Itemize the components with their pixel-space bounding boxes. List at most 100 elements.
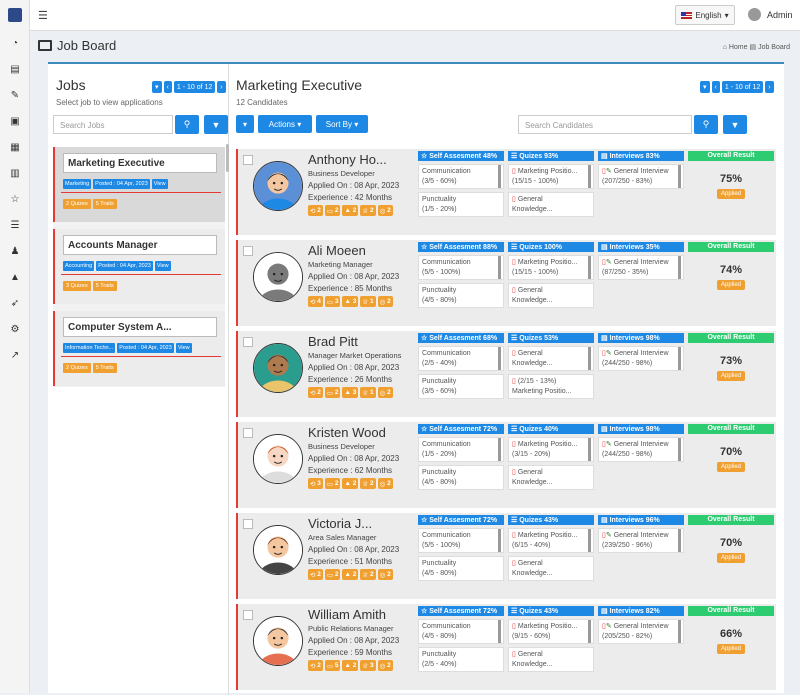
cell-scrollbar[interactable] xyxy=(588,256,591,279)
candidate-card[interactable]: Ali Moeen Marketing Manager Applied On :… xyxy=(236,240,776,326)
edit-icon[interactable]: ✎ xyxy=(605,168,612,175)
cell-scrollbar[interactable] xyxy=(588,347,591,370)
edit-icon[interactable]: ✎ xyxy=(605,350,612,357)
star-icon[interactable]: ☆ xyxy=(10,193,20,205)
cell-scrollbar[interactable] xyxy=(678,438,681,461)
candidate-card[interactable]: Brad Pitt Manager Market Operations Appl… xyxy=(236,331,776,417)
trash-icon[interactable]: ▯ xyxy=(602,623,606,630)
edit-icon[interactable]: ✎ xyxy=(605,259,612,266)
trash-icon[interactable]: ▯ xyxy=(602,168,606,175)
cell-scrollbar[interactable] xyxy=(498,529,501,552)
job-card[interactable]: Marketing Executive Marketing Posted : 04… xyxy=(53,147,225,222)
candidates-pager-prev-button[interactable]: ‹ xyxy=(711,81,720,93)
sort-by-dropdown[interactable]: Sort By ▾ xyxy=(316,115,368,133)
share-icon[interactable]: ➶ xyxy=(10,297,20,309)
candidate-card[interactable]: Anthony Ho... Business Developer Applied… xyxy=(236,149,776,235)
cell-scrollbar[interactable] xyxy=(498,347,501,370)
cell-scrollbar[interactable] xyxy=(678,347,681,370)
trash-icon[interactable]: ▯ xyxy=(512,259,516,266)
trash-icon[interactable]: ▯ xyxy=(512,469,516,476)
trash-icon[interactable]: ▯ xyxy=(512,350,516,357)
trash-icon[interactable]: ▯ xyxy=(602,532,606,539)
trash-icon[interactable]: ▯ xyxy=(512,196,516,203)
jobs-scrollbar[interactable] xyxy=(226,144,229,172)
filter-jobs-button[interactable]: ▼ xyxy=(204,115,228,134)
users-icon[interactable]: ♟ xyxy=(10,245,20,257)
job-view-button[interactable]: View xyxy=(151,179,168,189)
candidate-checkbox[interactable] xyxy=(243,246,253,256)
jobs-pager-menu-button[interactable]: ▾ xyxy=(152,81,162,93)
candidate-checkbox[interactable] xyxy=(243,337,253,347)
cell-scrollbar[interactable] xyxy=(498,256,501,279)
cell-scrollbar[interactable] xyxy=(498,620,501,643)
trash-icon[interactable]: ▯ xyxy=(512,560,516,567)
app-logo[interactable] xyxy=(8,8,22,22)
edit-icon[interactable]: ✎ xyxy=(605,441,612,448)
jobs-pager-prev-button[interactable]: ‹ xyxy=(163,81,172,93)
menu-toggle-icon[interactable]: ☰ xyxy=(38,10,48,22)
search-jobs-button[interactable]: ⚲ xyxy=(175,115,199,134)
trash-icon[interactable]: ▯ xyxy=(512,651,516,658)
search-candidates-button[interactable]: ⚲ xyxy=(694,115,718,134)
trash-icon[interactable]: ▯ xyxy=(602,350,606,357)
breadcrumb-home[interactable]: Home xyxy=(728,44,748,51)
candidate-name[interactable]: Anthony Ho... xyxy=(308,152,387,167)
cell-scrollbar[interactable] xyxy=(588,165,591,188)
candidate-name[interactable]: Brad Pitt xyxy=(308,334,358,349)
briefcase-icon[interactable]: ▣ xyxy=(10,115,20,127)
candidate-card[interactable]: William Amith Public Relations Manager A… xyxy=(236,604,776,690)
candidate-name[interactable]: Kristen Wood xyxy=(308,425,386,440)
tools-icon[interactable]: ✎ xyxy=(10,89,20,101)
actions-dropdown[interactable]: Actions ▾ xyxy=(258,115,312,133)
edit-icon[interactable]: ✎ xyxy=(605,623,612,630)
trash-icon[interactable]: ▯ xyxy=(512,441,516,448)
language-dropdown[interactable]: English ▾ xyxy=(675,5,735,25)
cell-scrollbar[interactable] xyxy=(678,620,681,643)
candidate-checkbox[interactable] xyxy=(243,428,253,438)
job-card[interactable]: Accounts Manager Accounting Posted : 04 A… xyxy=(53,229,225,304)
dashboard-icon[interactable]: ◔ xyxy=(11,37,19,49)
candidate-card[interactable]: Kristen Wood Business Developer Applied … xyxy=(236,422,776,508)
list-icon[interactable]: ☰ xyxy=(10,219,20,231)
job-board-icon[interactable]: ▤ xyxy=(10,63,20,75)
list-alt-icon[interactable]: ▦ xyxy=(10,141,20,153)
candidate-name[interactable]: Ali Moeen xyxy=(308,243,366,258)
cell-scrollbar[interactable] xyxy=(678,256,681,279)
candidate-checkbox[interactable] xyxy=(243,610,253,620)
candidates-pager-menu-button[interactable]: ▾ xyxy=(700,81,710,93)
clipboard-icon[interactable]: ▥ xyxy=(10,167,20,179)
candidates-pager-next-button[interactable]: › xyxy=(765,81,774,93)
cell-scrollbar[interactable] xyxy=(588,529,591,552)
job-view-button[interactable]: View xyxy=(154,261,171,271)
search-jobs-input[interactable]: Search Jobs xyxy=(53,115,173,134)
graduation-icon[interactable]: ▲ xyxy=(10,271,20,283)
trash-icon[interactable]: ▯ xyxy=(602,259,606,266)
jobs-pager-next-button[interactable]: › xyxy=(217,81,226,93)
candidate-name[interactable]: Victoria J... xyxy=(308,516,373,531)
candidate-card[interactable]: Victoria J... Area Sales Manager Applied… xyxy=(236,513,776,599)
trash-icon[interactable]: ▯ xyxy=(602,441,606,448)
trash-icon[interactable]: ▯ xyxy=(512,287,516,294)
cell-scrollbar[interactable] xyxy=(678,165,681,188)
trash-icon[interactable]: ▯ xyxy=(512,623,516,630)
job-card[interactable]: Computer System A... Information Techn..… xyxy=(53,311,225,386)
cell-scrollbar[interactable] xyxy=(498,438,501,461)
trash-icon[interactable]: ▯ xyxy=(512,168,516,175)
cell-scrollbar[interactable] xyxy=(588,438,591,461)
filter-candidates-button[interactable]: ▼ xyxy=(723,115,747,134)
edit-icon[interactable]: ✎ xyxy=(605,532,612,539)
search-candidates-input[interactable]: Search Candidates xyxy=(518,115,692,134)
cell-scrollbar[interactable] xyxy=(588,620,591,643)
trash-icon[interactable]: ▯ xyxy=(512,378,516,385)
candidate-name[interactable]: William Amith xyxy=(308,607,387,622)
job-view-button[interactable]: View xyxy=(175,343,192,353)
settings-icon[interactable]: ⚙ xyxy=(10,323,20,335)
candidate-checkbox[interactable] xyxy=(243,155,253,165)
user-menu[interactable]: Admin xyxy=(748,8,793,21)
bulk-select-button[interactable]: ▾ xyxy=(236,115,254,133)
trash-icon[interactable]: ▯ xyxy=(512,532,516,539)
external-link-icon[interactable]: ↗ xyxy=(10,349,20,361)
cell-scrollbar[interactable] xyxy=(498,165,501,188)
cell-scrollbar[interactable] xyxy=(678,529,681,552)
candidate-checkbox[interactable] xyxy=(243,519,253,529)
